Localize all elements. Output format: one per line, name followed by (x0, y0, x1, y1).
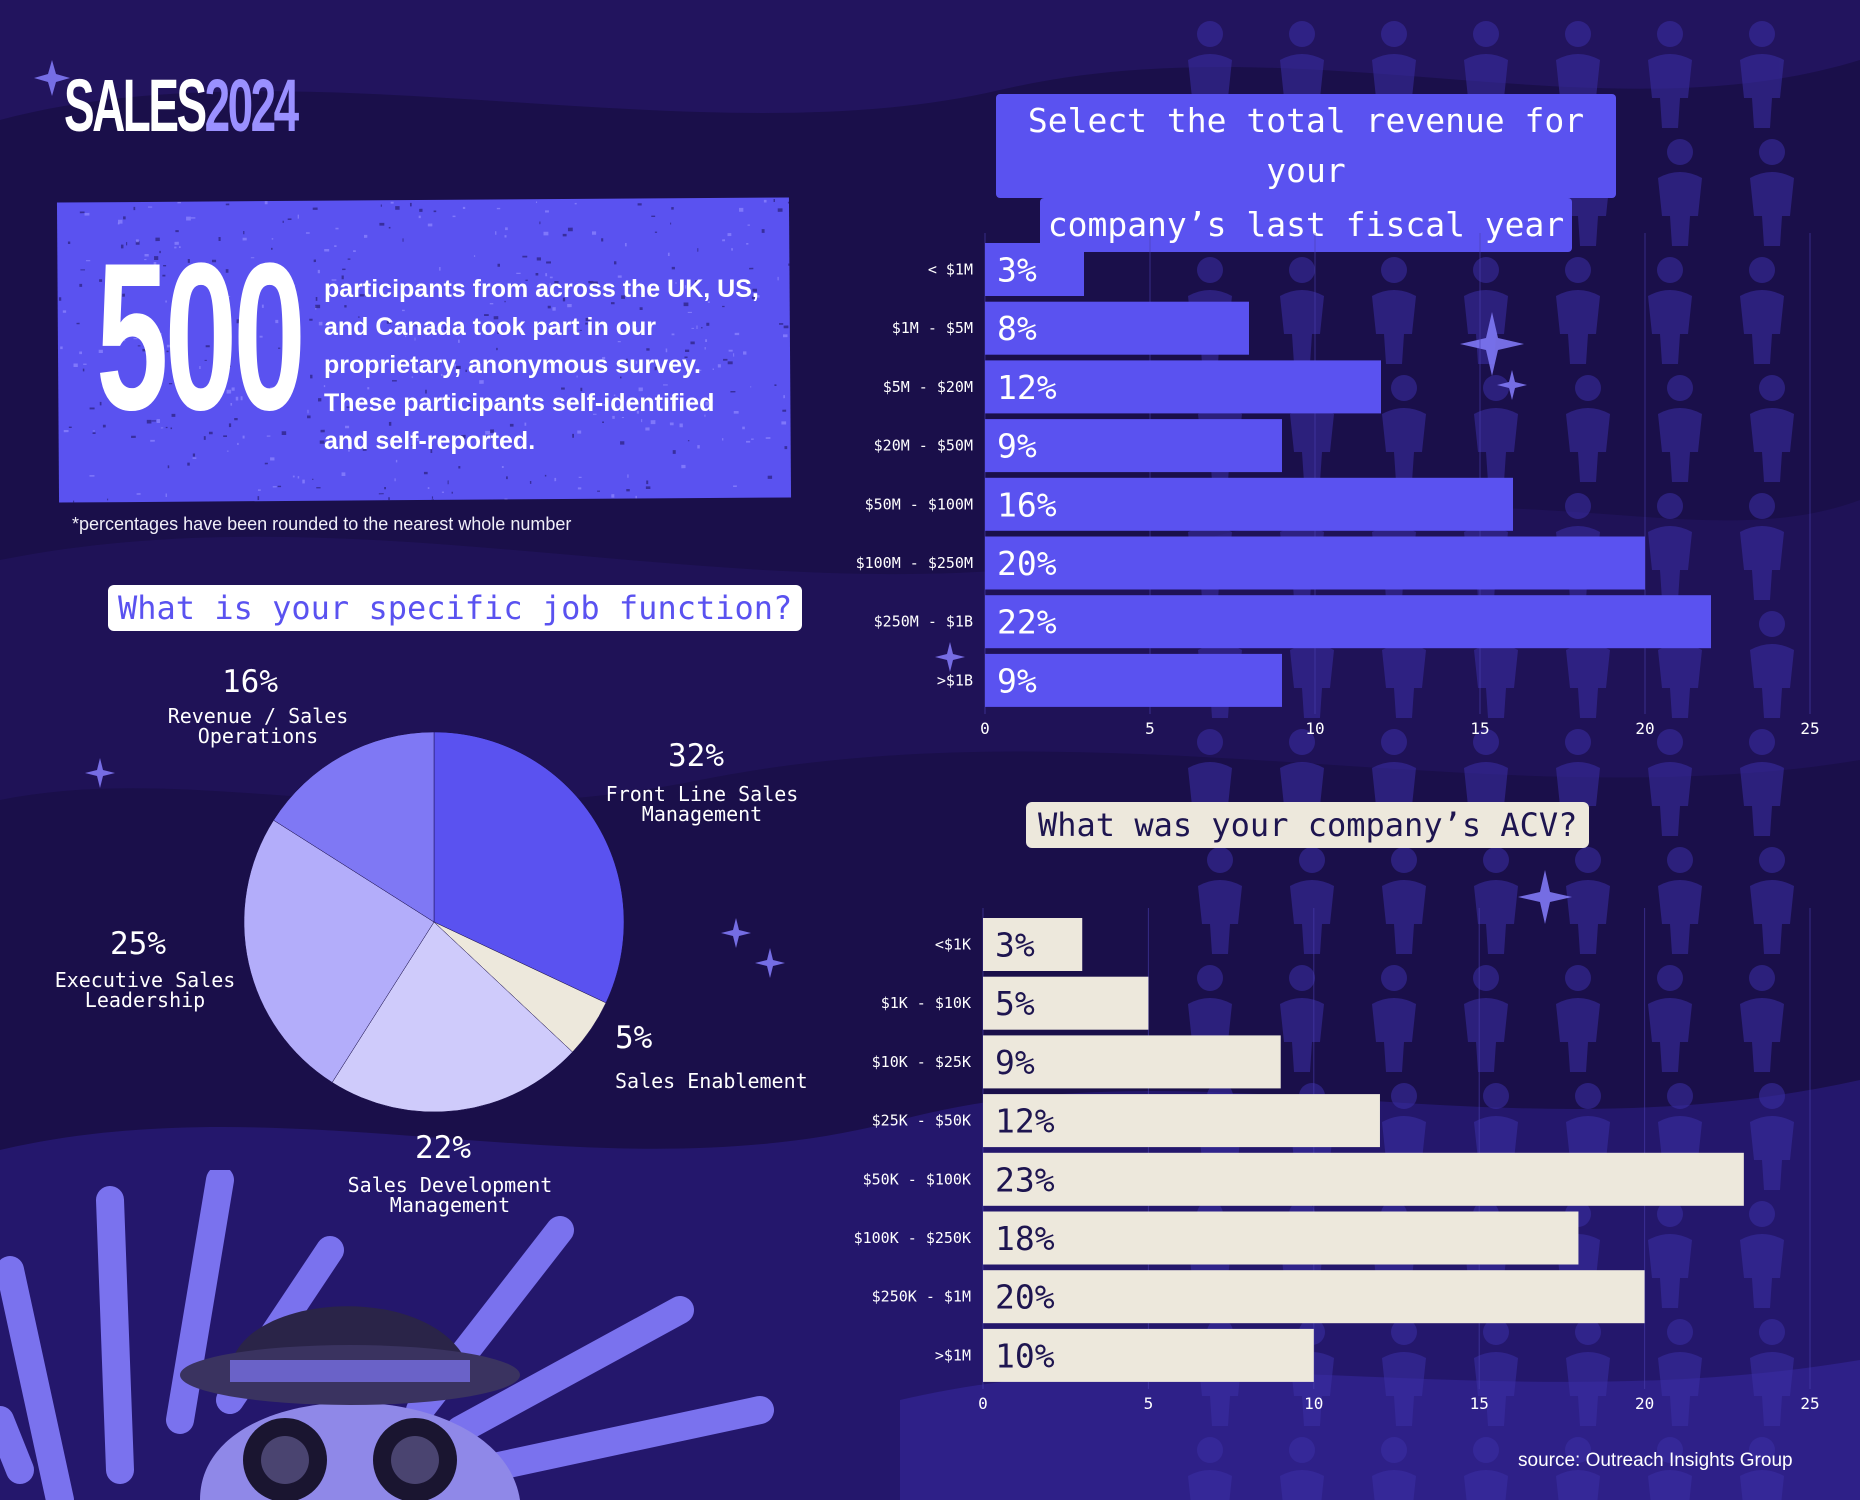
revenue-bar (985, 301, 1249, 355)
pie-chart-title: What is your specific job function? (108, 585, 803, 631)
acv-value-label: 23% (995, 1160, 1055, 1199)
acv-bar (983, 1270, 1645, 1324)
revenue-value-label: 9% (997, 661, 1037, 700)
revenue-value-label: 9% (997, 427, 1037, 466)
revenue-tick-label: 25 (1800, 719, 1819, 738)
acv-chart-title: What was your company’s ACV? (1026, 802, 1590, 848)
acv-bar (983, 1328, 1314, 1382)
revenue-tick-label: 0 (980, 719, 990, 738)
pie-slice-3 (243, 819, 435, 1083)
revenue-bar (985, 536, 1645, 590)
revenue-category-label: < $1M (928, 261, 973, 279)
revenue-value-label: 8% (997, 309, 1037, 348)
pie-label-front-line: Front Line Sales Management (605, 782, 799, 826)
acv-value-label: 9% (995, 1043, 1035, 1082)
acv-category-label: $25K - $50K (872, 1112, 971, 1130)
acv-bar (983, 1152, 1744, 1206)
acv-bar (983, 1094, 1380, 1148)
stat-number: 500 (96, 219, 306, 454)
pie-pct-front-line: 32% (668, 738, 724, 774)
pie-label-sdm: Sales Development Management (347, 1173, 553, 1217)
spy-with-binoculars-illustration (0, 1170, 774, 1500)
logo-wordmark: SALES2024 (64, 63, 300, 148)
logo-word-year: 2024 (204, 63, 300, 147)
acv-category-label: $1K - $10K (881, 994, 971, 1012)
pie-label-executive: Executive Sales Leadership (54, 968, 236, 1012)
revenue-value-label: 12% (997, 368, 1057, 407)
pie-slice-0 (433, 731, 625, 1004)
acv-bar (983, 976, 1149, 1030)
stat-description: participants from across the UK, US, and… (324, 275, 759, 455)
revenue-title-line-1: Select the total revenue for your (996, 94, 1616, 198)
acv-value-label: 10% (995, 1336, 1055, 1375)
pie-slice-2 (331, 921, 573, 1113)
acv-value-label: 12% (995, 1102, 1055, 1141)
revenue-bar (985, 653, 1282, 707)
acv-tick-label: 15 (1470, 1394, 1489, 1413)
acv-category-label: $50K - $100K (863, 1170, 971, 1188)
acv-value-label: 3% (995, 926, 1035, 965)
acv-tick-label: 20 (1635, 1394, 1654, 1413)
acv-category-label: $250K - $1M (872, 1288, 971, 1306)
revenue-category-label: $50M - $100M (865, 495, 973, 513)
pie-label-enablement: Sales Enablement (615, 1069, 808, 1093)
acv-tick-label: 5 (1144, 1394, 1154, 1413)
pie-pct-revops: 16% (222, 664, 278, 700)
revenue-tick-label: 15 (1470, 719, 1489, 738)
revenue-tick-label: 20 (1635, 719, 1654, 738)
revenue-bar (985, 243, 1084, 296)
acv-bar (983, 918, 1083, 971)
acv-category-label: $10K - $25K (872, 1053, 971, 1071)
acv-category-label: $100K - $250K (854, 1229, 971, 1247)
acv-bar (983, 1035, 1281, 1089)
revenue-title-line-2: company’s last fiscal year (1039, 198, 1573, 252)
revenue-value-label: 22% (997, 603, 1057, 642)
acv-value-label: 20% (995, 1278, 1055, 1317)
revenue-value-label: 20% (997, 544, 1057, 583)
acv-tick-label: 0 (978, 1394, 988, 1413)
revenue-bar (985, 360, 1381, 414)
revenue-tick-label: 5 (1145, 719, 1155, 738)
revenue-bar (985, 595, 1711, 649)
revenue-category-label: $1M - $5M (892, 319, 973, 337)
revenue-tick-label: 10 (1305, 719, 1324, 738)
acv-value-label: 5% (995, 984, 1035, 1023)
acv-tick-label: 25 (1800, 1394, 1819, 1413)
revenue-value-label: 16% (997, 485, 1057, 524)
acv-bar (983, 1211, 1579, 1265)
pie-pct-enablement: 5% (615, 1020, 653, 1056)
acv-category-label: <$1K (935, 936, 971, 954)
pie-pct-sdm: 22% (415, 1130, 471, 1166)
stat-card (56, 197, 792, 503)
revenue-category-label: $100M - $250M (856, 554, 973, 572)
revenue-bar (985, 477, 1513, 531)
footnote: *percentages have been rounded to the ne… (72, 514, 572, 534)
brand-logo: SALES2024 (54, 60, 384, 150)
stat-card-texture (58, 199, 791, 503)
acv-category-label: >$1M (935, 1346, 971, 1364)
pie-label-revops: Revenue / Sales Operations (167, 704, 349, 748)
acv-value-label: 18% (995, 1219, 1055, 1258)
pie-pct-executive: 25% (110, 926, 166, 962)
revenue-value-label: 3% (997, 251, 1037, 290)
revenue-chart-title: Select the total revenue for your compan… (996, 94, 1616, 252)
source-credit: source: Outreach Insights Group (1518, 1450, 1793, 1471)
revenue-category-label: $5M - $20M (883, 378, 973, 396)
pie-slice-4 (273, 731, 435, 923)
revenue-category-label: >$1B (937, 671, 973, 689)
logo-word-sales: SALES (64, 63, 207, 147)
revenue-bar (985, 419, 1282, 473)
acv-tick-label: 10 (1304, 1394, 1323, 1413)
revenue-category-label: $20M - $50M (874, 437, 973, 455)
revenue-category-label: $250M - $1B (874, 613, 973, 631)
